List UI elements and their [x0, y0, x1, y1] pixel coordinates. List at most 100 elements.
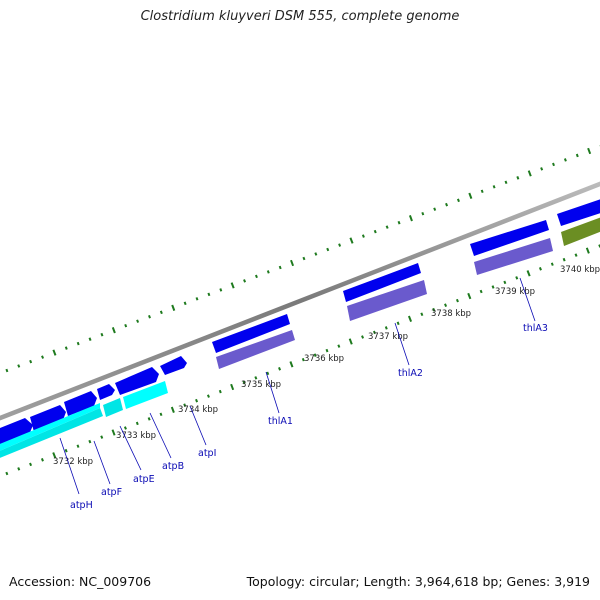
- tick-mark: [301, 357, 305, 362]
- tick-mark: [587, 147, 592, 155]
- tick-mark: [243, 279, 247, 283]
- outer-tick-ring: [5, 145, 600, 373]
- tick-mark: [29, 359, 33, 364]
- tick-mark: [100, 332, 104, 337]
- tick-mark: [396, 321, 400, 326]
- tick-mark: [195, 398, 199, 403]
- tick-mark: [526, 270, 531, 277]
- tick-mark: [278, 367, 282, 371]
- gene-arrow: [97, 384, 115, 400]
- gene-bar: [0, 408, 103, 458]
- gene-arrow: [470, 220, 549, 256]
- tick-mark: [170, 406, 175, 413]
- gene-bar: [103, 398, 123, 417]
- tick-mark: [468, 192, 473, 199]
- gene-arrow: [343, 263, 421, 302]
- tick-mark: [337, 344, 341, 348]
- tick-mark: [550, 262, 554, 266]
- tick-mark: [373, 229, 377, 234]
- gene-arrow: [561, 217, 600, 246]
- tick-mark: [585, 247, 590, 254]
- gene-label-atpH: atpH: [70, 500, 93, 511]
- tick-mark: [111, 327, 116, 334]
- tick-mark: [17, 364, 21, 368]
- gene-label-atpI: atpI: [198, 448, 216, 459]
- tick-mark: [313, 353, 317, 357]
- tick-mark: [207, 292, 211, 297]
- gene-label-thlA1: thlA1: [268, 416, 293, 427]
- tick-mark: [290, 259, 295, 267]
- leader-line: [93, 440, 111, 485]
- tick-mark: [52, 349, 57, 356]
- tick-mark: [408, 215, 413, 222]
- gene-arrow: [212, 314, 290, 353]
- tick-mark: [538, 267, 542, 271]
- tick-mark: [372, 330, 376, 335]
- tick-mark: [183, 301, 187, 306]
- inner-tick-ring: [5, 244, 600, 476]
- ruler-label: 3738 kbp: [431, 309, 471, 319]
- tick-mark: [230, 383, 235, 391]
- tick-mark: [444, 303, 448, 307]
- gene-arrow: [30, 405, 66, 432]
- tick-mark: [397, 220, 401, 225]
- gene-arrow: [0, 418, 33, 447]
- tick-mark: [88, 439, 92, 444]
- gene-arrow: [557, 199, 600, 226]
- tick-mark: [503, 280, 507, 285]
- ruler-label: 3732 kbp: [53, 457, 93, 467]
- gene-leader-lines: [59, 277, 536, 495]
- ruler-label: 3735 kbp: [241, 380, 281, 390]
- gene-label-thlA3: thlA3: [523, 323, 548, 334]
- tick-mark: [540, 167, 544, 171]
- tick-mark: [88, 337, 92, 341]
- tick-mark: [40, 458, 44, 462]
- tick-mark: [148, 314, 151, 319]
- leader-line: [265, 371, 280, 414]
- tick-mark: [123, 426, 127, 430]
- tick-mark: [516, 176, 520, 180]
- leader-line: [59, 437, 80, 495]
- tick-mark: [504, 180, 508, 185]
- gene-label-atpE: atpE: [133, 474, 155, 485]
- tick-mark: [17, 467, 21, 471]
- tick-mark: [242, 380, 246, 385]
- tick-mark: [361, 234, 365, 238]
- ruler-label: 3734 kbp: [178, 405, 218, 415]
- tick-mark: [385, 225, 389, 229]
- tick-mark: [219, 288, 223, 292]
- tick-mark: [206, 394, 210, 398]
- tick-mark: [230, 282, 235, 289]
- tick-mark: [562, 257, 566, 262]
- tick-mark: [41, 355, 45, 359]
- genome-stats-text: Topology: circular; Length: 3,964,618 bp…: [246, 574, 590, 589]
- tick-mark: [527, 170, 532, 177]
- tick-mark: [218, 389, 222, 394]
- tick-mark: [349, 237, 354, 244]
- tick-mark: [183, 403, 187, 407]
- leader-line: [394, 322, 410, 366]
- tick-mark: [361, 335, 365, 339]
- gene-bar: [0, 403, 100, 451]
- gene-arrow: [216, 330, 295, 369]
- tick-mark: [159, 310, 163, 315]
- tick-mark: [254, 274, 258, 279]
- tick-mark: [278, 265, 282, 270]
- ruler-label: 3740 kbp: [560, 265, 600, 275]
- tick-mark: [5, 368, 9, 373]
- tick-mark: [348, 338, 353, 345]
- gene-arrow: [347, 280, 427, 321]
- tick-mark: [195, 297, 199, 301]
- tick-mark: [384, 326, 388, 330]
- tick-mark: [136, 319, 140, 323]
- tick-mark: [111, 429, 116, 436]
- tick-mark: [491, 285, 495, 289]
- ruler-label: 3736 kbp: [304, 354, 344, 364]
- gene-label-atpB: atpB: [162, 461, 184, 472]
- page-title: Clostridium kluyveri DSM 555, complete g…: [140, 9, 460, 24]
- tick-mark: [289, 361, 294, 368]
- tick-mark: [574, 253, 578, 257]
- tick-mark: [467, 292, 472, 300]
- tick-mark: [135, 421, 139, 426]
